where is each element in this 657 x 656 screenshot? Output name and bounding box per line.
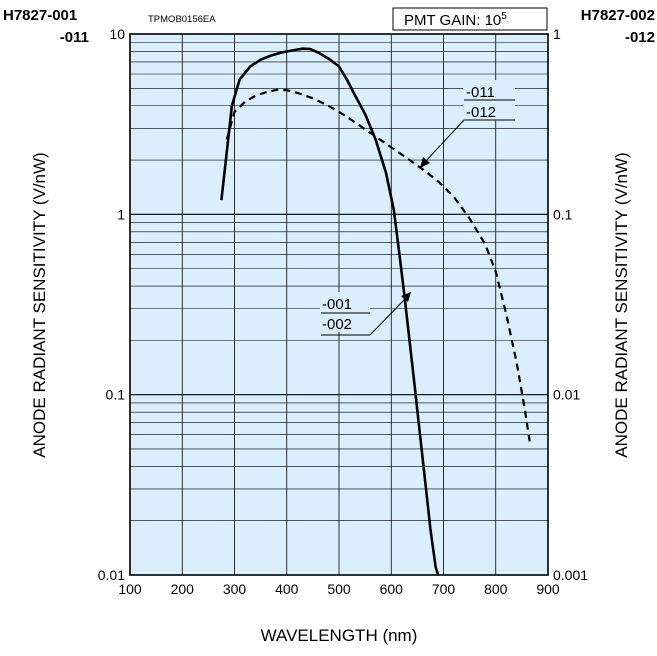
y-axis-label-left: ANODE RADIANT SENSITIVITY (V/nW) — [30, 152, 49, 457]
x-tick-label: 300 — [223, 581, 247, 597]
header-right-model: H7827-002 — [581, 7, 655, 24]
x-tick-label: 200 — [171, 581, 195, 597]
tick-labels: 100 200 300 400 500 600 700 800 900 0.01 0.1 1 10 0.0… — [98, 26, 588, 597]
gain-exponent: 5 — [501, 11, 507, 22]
header-right-variant: -012 — [625, 29, 655, 46]
x-tick-label: 500 — [327, 581, 351, 597]
y-tick-label-right: 0.01 — [553, 387, 580, 403]
x-tick-label: 400 — [275, 581, 299, 597]
header-left-model: H7827-001 — [3, 7, 77, 24]
y-tick-label-right: 1 — [553, 26, 561, 42]
x-tick-label: 800 — [484, 581, 508, 597]
gain-text: PMT GAIN: 10 — [404, 12, 501, 29]
series-label-002: -002 — [322, 316, 352, 333]
plot-frame — [129, 33, 549, 576]
x-tick-label: 600 — [380, 581, 404, 597]
x-tick-label: 700 — [432, 581, 456, 597]
svg-text:PMT GAIN: 105: PMT GAIN: 105 — [404, 11, 507, 29]
curve-001-002 — [220, 47, 440, 576]
grid-lines — [130, 34, 548, 575]
y-axis-label-right: ANODE RADIANT SENSITIVITY (V/nW) — [612, 152, 631, 457]
curve-011-012 — [225, 88, 531, 442]
data-curves — [220, 47, 531, 576]
y-tick-label-left: 10 — [109, 26, 125, 42]
y-tick-label-right: 0.001 — [553, 567, 588, 583]
y-tick-label-left: 1 — [117, 206, 125, 222]
series-label-dashed: -011 -012 — [420, 80, 515, 168]
series-label-001: -001 — [322, 296, 352, 313]
figure-code: TPMOB0156EA — [148, 14, 216, 25]
series-label-012: -012 — [466, 104, 496, 121]
x-tick-label: 900 — [536, 581, 560, 597]
header-left-variant: -011 — [60, 29, 89, 46]
series-label-011: -011 — [466, 84, 495, 101]
gain-box: PMT GAIN: 105 — [392, 7, 548, 31]
y-tick-label-left: 0.1 — [106, 387, 126, 403]
x-axis-label: WAVELENGTH (nm) — [261, 626, 418, 645]
series-label-solid: -001 -002 — [320, 292, 411, 336]
y-tick-label-left: 0.01 — [98, 567, 125, 583]
x-tick-label: 100 — [118, 581, 142, 597]
y-tick-label-right: 0.1 — [553, 206, 573, 222]
